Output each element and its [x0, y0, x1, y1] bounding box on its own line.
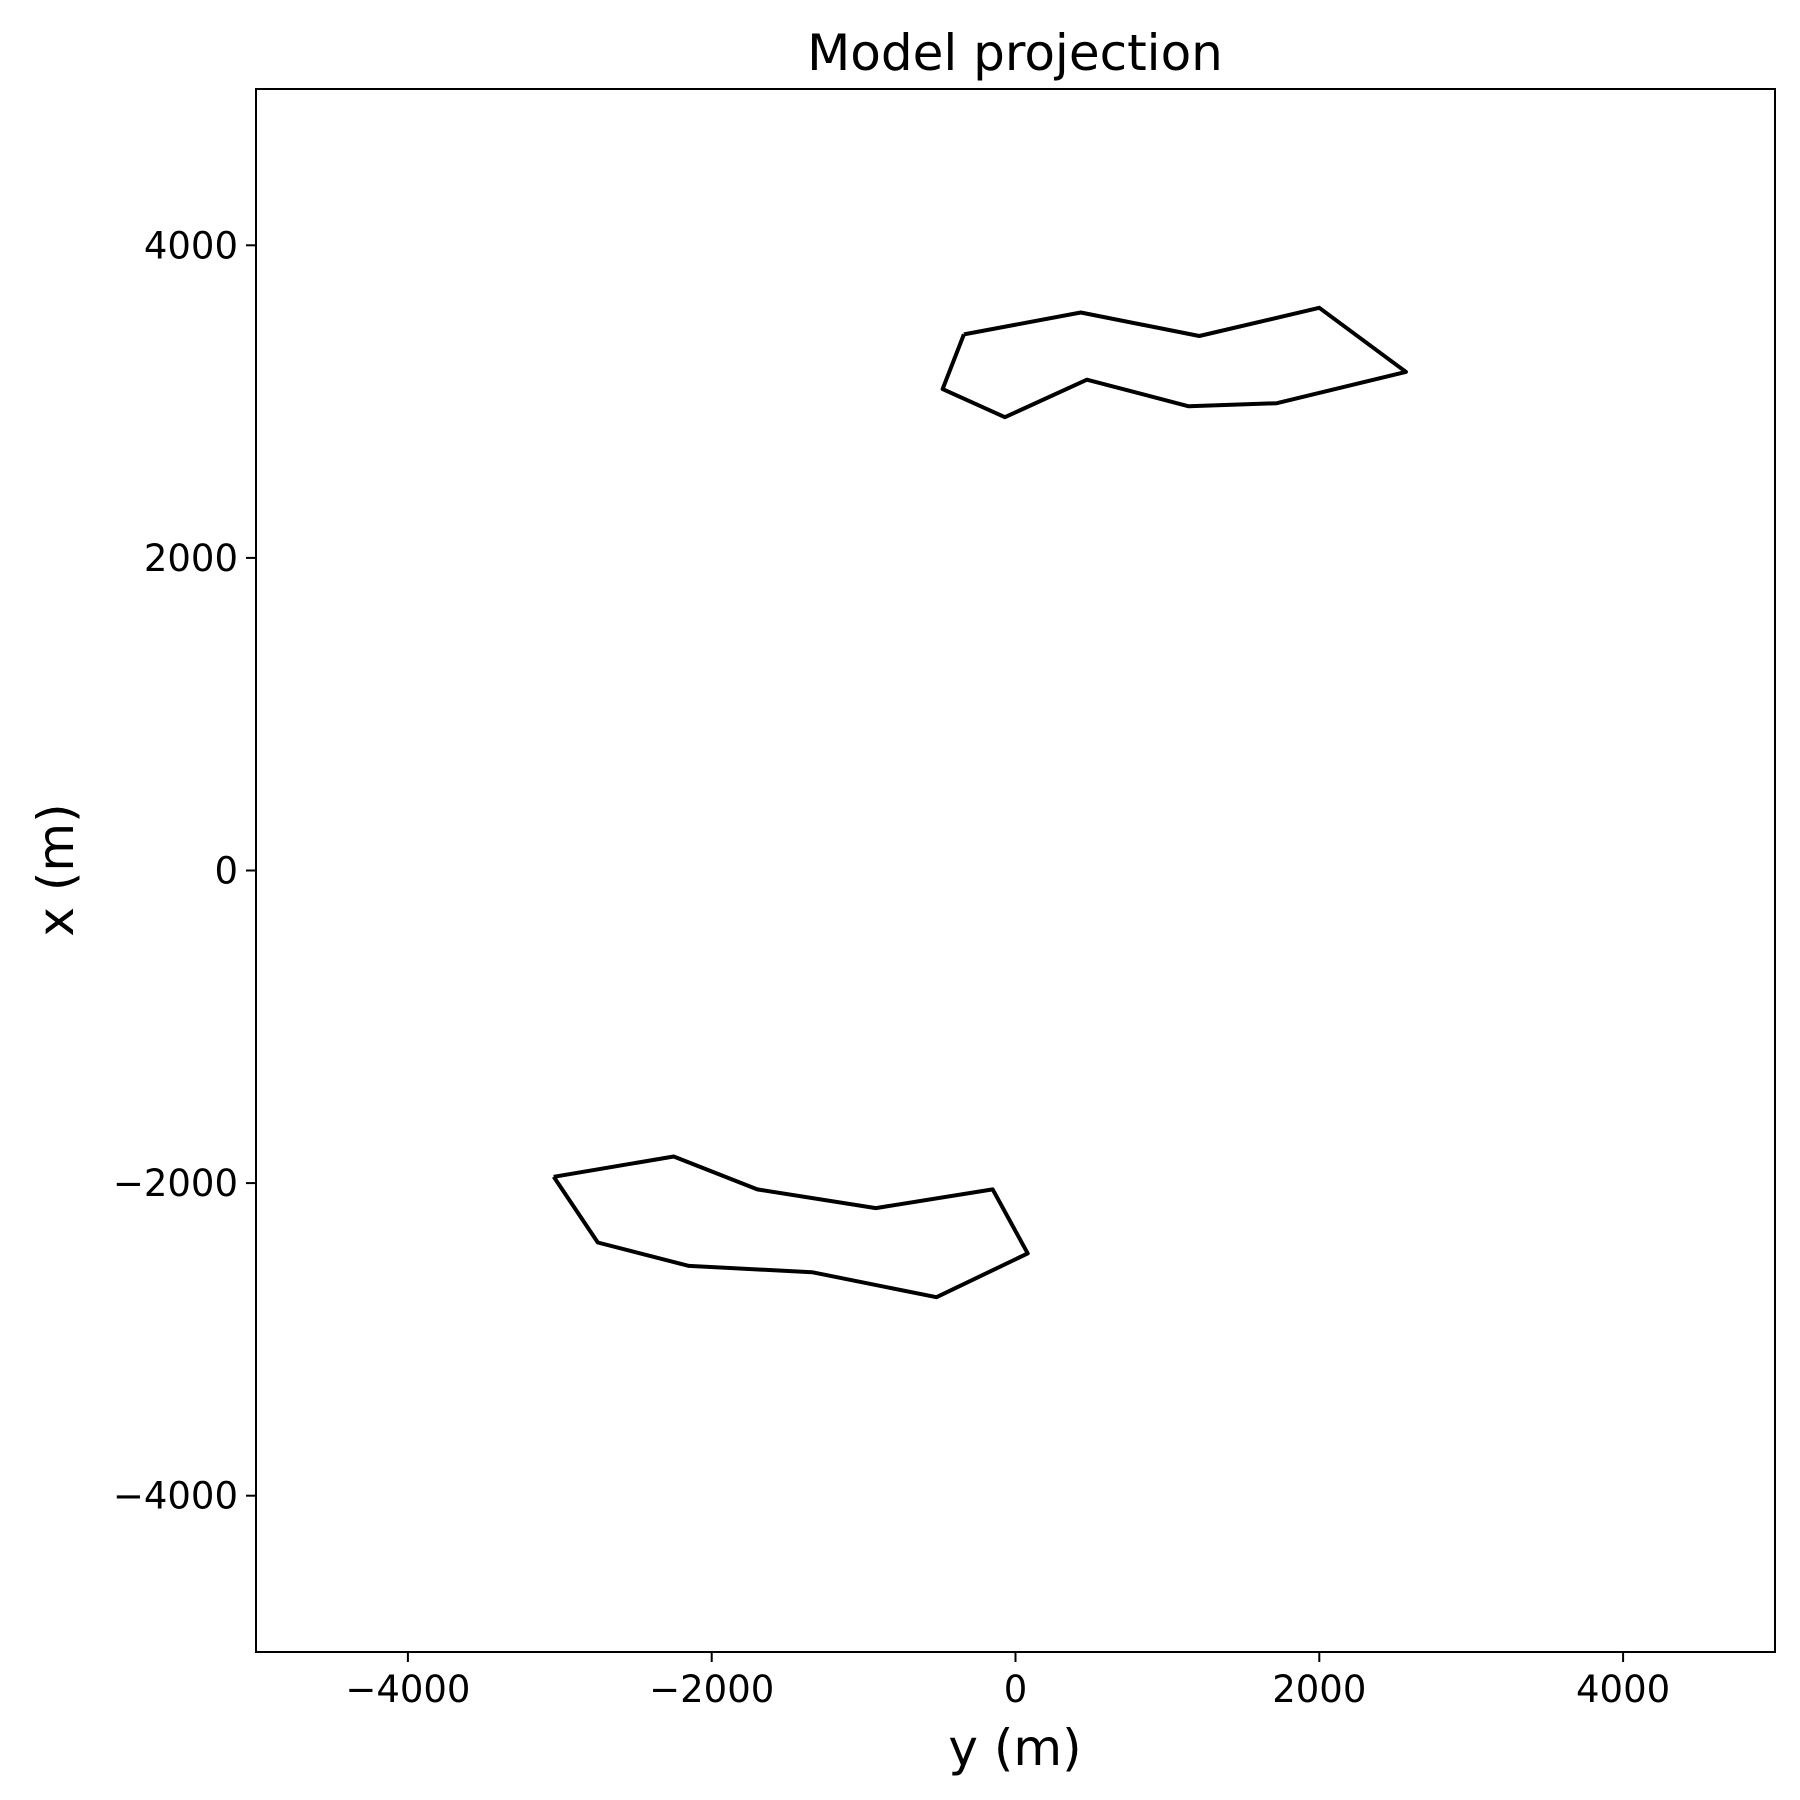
x-tick-label: 0	[1004, 1668, 1028, 1711]
outline-1	[940, 305, 1408, 420]
y-tick-label: −4000	[113, 1475, 238, 1518]
y-tick-label: 0	[214, 850, 238, 893]
y-tick-label: 2000	[144, 537, 238, 580]
outline-2	[552, 1154, 1030, 1300]
axis-ticks: −4000 −2000 0 2000 4000 −4000 −2000 0 2000 4000	[113, 224, 1670, 1711]
x-tick-label: −2000	[649, 1668, 774, 1711]
x-axis-label: y (m)	[948, 1719, 1081, 1777]
chart-title: Model projection	[807, 24, 1223, 82]
x-tick-label: 2000	[1272, 1668, 1366, 1711]
x-tick-label: −4000	[345, 1668, 470, 1711]
y-axis-label: x (m)	[27, 803, 85, 936]
y-tick-label: −2000	[113, 1162, 238, 1205]
x-tick-label: 4000	[1576, 1668, 1670, 1711]
y-tick-label: 4000	[144, 224, 238, 267]
plot-area	[552, 305, 1408, 1300]
